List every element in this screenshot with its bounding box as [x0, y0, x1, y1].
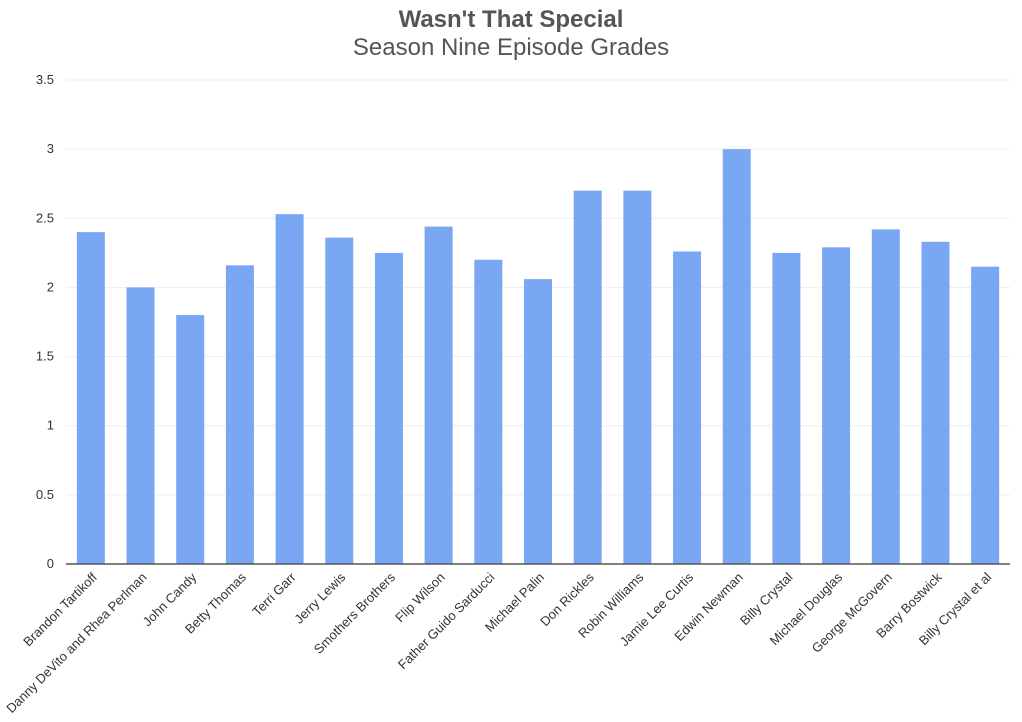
bar	[573, 190, 602, 564]
bar	[126, 287, 155, 564]
bar	[871, 229, 900, 564]
y-tick-label: 0.5	[36, 487, 54, 502]
chart-subtitle: Season Nine Episode Grades	[352, 34, 670, 61]
bar	[673, 251, 702, 564]
bar	[76, 232, 105, 564]
bar	[623, 190, 652, 564]
y-tick-label: 2	[47, 279, 54, 294]
bar	[921, 241, 950, 564]
bar	[722, 149, 751, 564]
bar	[275, 214, 304, 564]
bar	[424, 226, 453, 564]
bar	[772, 252, 801, 564]
y-tick-label: 3.5	[36, 72, 54, 87]
bar	[374, 252, 403, 564]
bar	[822, 247, 851, 564]
bar	[225, 265, 254, 564]
chart-title: Wasn't That Special	[398, 6, 624, 33]
bar	[524, 279, 552, 564]
y-tick-label: 1.5	[36, 349, 54, 364]
x-tick-label: Father Guido Sarducci	[395, 569, 498, 672]
bar	[971, 266, 1000, 564]
y-tick-label: 3	[47, 141, 54, 156]
y-tick-label: 0	[47, 556, 54, 571]
y-tick-label: 1	[47, 418, 54, 433]
bar	[176, 315, 205, 564]
bar	[474, 259, 503, 564]
x-tick-label: Terri Garr	[249, 569, 299, 619]
y-tick-label: 2.5	[36, 210, 54, 225]
bar	[325, 237, 354, 564]
y-axis-ticks: 0 0.5 1 1.5 2 2.5 3 3.5	[36, 72, 54, 571]
bars	[76, 149, 1000, 564]
